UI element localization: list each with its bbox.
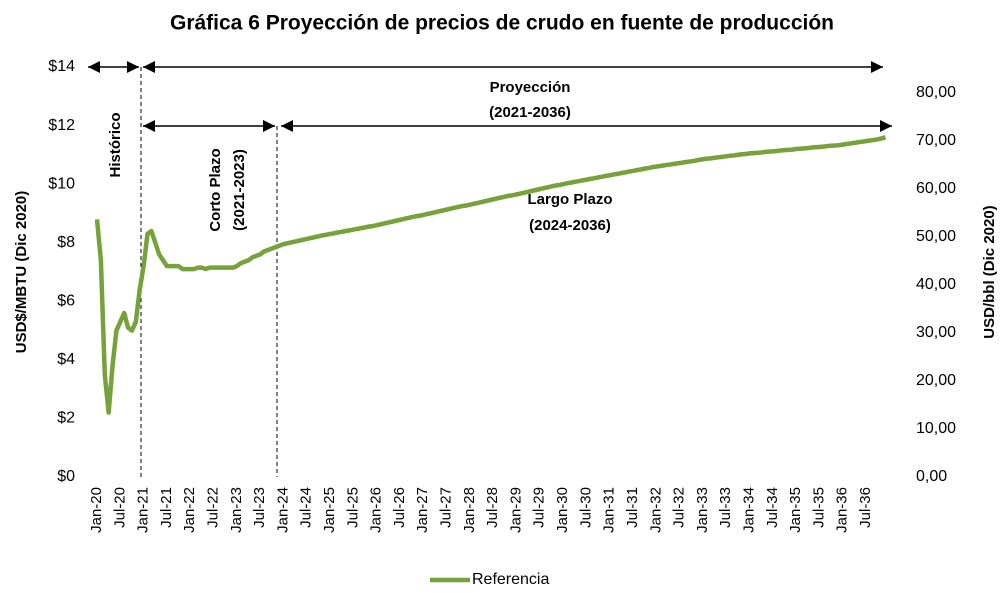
data-line: [94, 135, 887, 415]
x-tick-label: Jan-22: [181, 487, 198, 533]
x-tick-label: Jan-36: [834, 487, 851, 533]
y2-tick-label: 30,00: [916, 324, 956, 341]
x-tick-label: Jan-29: [507, 487, 524, 533]
x-tick-label: Jan-34: [740, 487, 757, 533]
y2-tick-label: 60,00: [916, 180, 956, 197]
annotation: Largo Plazo: [527, 191, 612, 208]
y2-tick-label: 20,00: [916, 372, 956, 389]
y2-axis-title: USD/bbl (Dic 2020): [981, 205, 998, 338]
annotation: Corto Plazo: [207, 148, 224, 231]
legend-label: Referencia: [472, 571, 549, 588]
y-tick-label: $8: [57, 234, 75, 251]
period-markers: [88, 61, 892, 477]
y-tick-label: $10: [48, 175, 75, 192]
x-tick-label: Jul-27: [438, 487, 455, 528]
x-tick-label: Jan-28: [461, 487, 478, 533]
y-axis-title: USD$/MBTU (Dic 2020): [13, 191, 30, 354]
x-tick-label: Jul-24: [298, 487, 315, 528]
y-tick-label: $4: [57, 351, 75, 368]
y2-tick-label: 70,00: [916, 132, 956, 149]
annotation: Proyección: [490, 79, 571, 96]
x-tick-label: Jan-20: [88, 487, 105, 533]
x-tick-label: Jul-25: [344, 487, 361, 528]
x-tick-label: Jan-25: [321, 487, 338, 533]
x-tick-label: Jan-31: [601, 487, 618, 533]
annotation: Histórico: [107, 112, 124, 177]
y-tick-label: $12: [48, 117, 75, 134]
x-tick-label: Jul-26: [391, 487, 408, 528]
y-tick-label: $0: [57, 468, 75, 485]
annotation: (2021-2023): [231, 149, 248, 231]
y-tick-label: $6: [57, 293, 75, 310]
annotation: (2024-2036): [529, 217, 611, 234]
annotation: (2021-2036): [489, 104, 571, 121]
y2-tick-label: 10,00: [916, 420, 956, 437]
x-tick-label: Jul-29: [531, 487, 548, 528]
y2-tick-label: 50,00: [916, 228, 956, 245]
y2-tick-label: 0,00: [916, 468, 947, 485]
x-tick-label: Jan-32: [647, 487, 664, 533]
x-tick-label: Jul-21: [158, 487, 175, 528]
x-tick-label: Jan-21: [135, 487, 152, 533]
y-tick-label: $2: [57, 410, 75, 427]
x-tick-label: Jul-20: [111, 487, 128, 528]
y2-tick-label: 80,00: [916, 84, 956, 101]
x-tick-label: Jul-36: [857, 487, 874, 528]
x-tick-label: Jan-30: [554, 487, 571, 533]
x-tick-label: Jul-23: [251, 487, 268, 528]
x-tick-label: Jan-23: [228, 487, 245, 533]
chart-title: Gráfica 6 Proyección de precios de crudo…: [170, 12, 834, 35]
x-tick-label: Jul-34: [764, 487, 781, 528]
x-tick-label: Jul-28: [484, 487, 501, 528]
x-tick-label: Jan-26: [368, 487, 385, 533]
x-tick-label: Jul-35: [810, 487, 827, 528]
y2-tick-label: 40,00: [916, 276, 956, 293]
x-tick-label: Jan-27: [414, 487, 431, 533]
x-tick-label: Jul-30: [577, 487, 594, 528]
x-tick-label: Jan-33: [694, 487, 711, 533]
x-tick-label: Jul-22: [204, 487, 221, 528]
x-tick-label: Jul-33: [717, 487, 734, 528]
x-tick-label: Jul-32: [671, 487, 688, 528]
x-tick-label: Jan-35: [787, 487, 804, 533]
y-tick-label: $14: [48, 58, 75, 75]
x-tick-label: Jul-31: [624, 487, 641, 528]
x-tick-label: Jan-24: [274, 487, 291, 533]
